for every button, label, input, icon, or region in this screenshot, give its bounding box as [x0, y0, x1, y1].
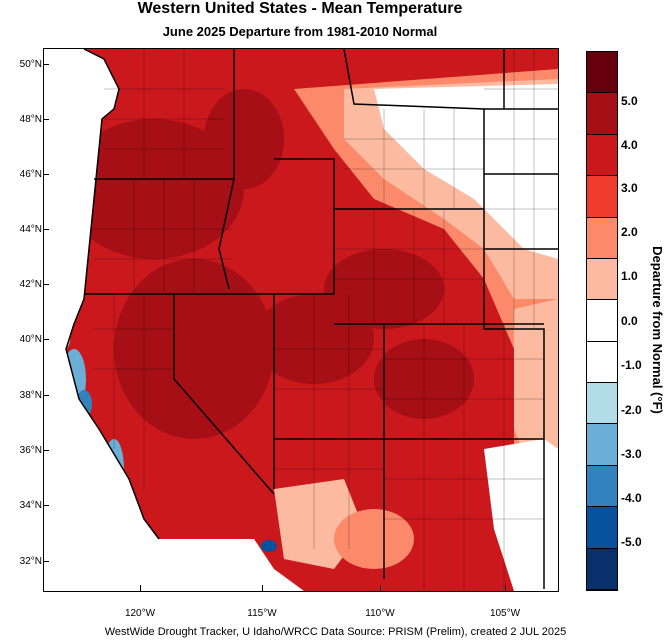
lat-label-42n: 42°N	[19, 279, 42, 290]
lon-label-110w: 110°W	[365, 608, 395, 619]
lat-label-32n: 32°N	[19, 556, 42, 567]
footer-credit: WestWide Drought Tracker, U Idaho/WRCC D…	[104, 626, 567, 638]
legend-color-cell	[587, 300, 617, 342]
legend-color-cell	[587, 217, 617, 259]
legend-label-neg4: -4.0	[621, 491, 642, 505]
lat-tick-mark	[43, 505, 49, 506]
legend-label-neg5: -5.0	[621, 535, 642, 549]
lat-tick-mark	[43, 284, 49, 285]
lat-label-44n: 44°N	[19, 224, 42, 235]
lat-tick-mark	[43, 395, 49, 396]
legend-color-cell	[587, 548, 617, 590]
lon-label-115w: 115°W	[247, 608, 277, 619]
lat-tick-mark	[43, 561, 49, 562]
legend-colorbar	[586, 51, 618, 591]
legend-color-cell	[587, 93, 617, 135]
lat-label-34n: 34°N	[19, 500, 42, 511]
lon-label-120w: 120°W	[124, 608, 156, 619]
lon-tick-mark	[380, 585, 381, 591]
legend-color-cell	[587, 424, 617, 466]
lat-label-40n: 40°N	[19, 334, 42, 345]
temperature-map	[44, 49, 558, 591]
map-title: Western United States - Mean Temperature	[137, 0, 463, 17]
lat-label-50n: 50°N	[19, 59, 42, 70]
legend-color-cell	[587, 507, 617, 549]
legend-color-cell	[587, 465, 617, 508]
legend-label-5: 5.0	[621, 94, 638, 108]
lat-tick-mark	[43, 64, 49, 65]
map-area	[43, 48, 559, 592]
lat-tick-mark	[43, 339, 49, 340]
legend-color-cell	[587, 134, 617, 177]
lat-label-48n: 48°N	[19, 114, 42, 125]
legend-color-cell	[587, 176, 617, 218]
map-subtitle: June 2025 Departure from 1981-2010 Norma…	[162, 24, 438, 39]
lon-tick-mark	[505, 585, 506, 591]
legend-label-3: 3.0	[621, 181, 638, 195]
legend-label-1: 1.0	[621, 269, 638, 283]
lon-tick-mark	[140, 585, 141, 591]
lat-tick-mark	[43, 450, 49, 451]
legend-title: Departure from Normal (°F)	[650, 246, 665, 414]
legend-label-4: 4.0	[621, 138, 638, 152]
legend-label-neg3: -3.0	[621, 447, 642, 461]
lat-tick-mark	[43, 174, 49, 175]
legend-label-neg1: -1.0	[621, 358, 642, 372]
lat-label-46n: 46°N	[19, 169, 42, 180]
legend-color-cell	[587, 258, 617, 301]
legend-label-0: 0.0	[621, 314, 638, 328]
lat-label-38n: 38°N	[19, 390, 42, 401]
legend-color-cell	[587, 341, 617, 384]
lon-label-105w: 105°W	[489, 608, 521, 619]
lat-label-36n: 36°N	[19, 445, 42, 456]
lat-tick-mark	[43, 119, 49, 120]
legend-label-2: 2.0	[621, 225, 638, 239]
legend-color-cell	[587, 52, 617, 94]
legend-color-cell	[587, 383, 617, 425]
lat-tick-mark	[43, 229, 49, 230]
legend-label-neg2: -2.0	[621, 403, 642, 417]
lon-tick-mark	[262, 585, 263, 591]
